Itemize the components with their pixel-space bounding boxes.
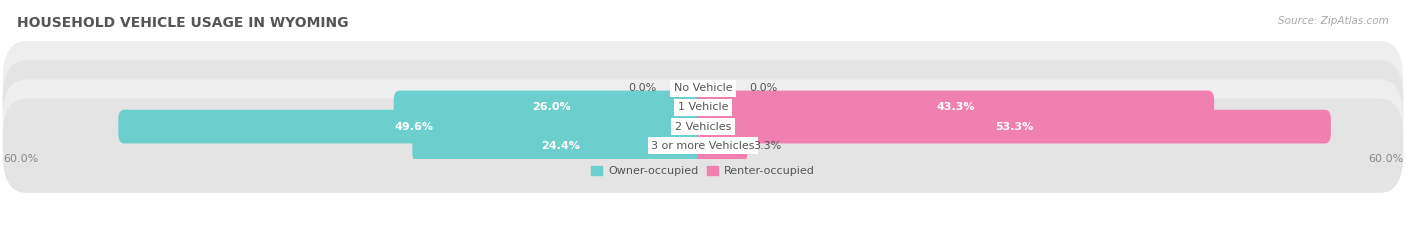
Text: 60.0%: 60.0% — [1368, 154, 1403, 164]
FancyBboxPatch shape — [118, 110, 709, 143]
FancyBboxPatch shape — [412, 129, 709, 163]
Text: Source: ZipAtlas.com: Source: ZipAtlas.com — [1278, 16, 1389, 26]
Text: 3.3%: 3.3% — [754, 141, 782, 151]
Text: 0.0%: 0.0% — [749, 83, 778, 93]
FancyBboxPatch shape — [697, 129, 748, 163]
FancyBboxPatch shape — [394, 91, 709, 124]
FancyBboxPatch shape — [697, 110, 1331, 143]
FancyBboxPatch shape — [697, 91, 1215, 124]
Text: 1 Vehicle: 1 Vehicle — [678, 102, 728, 112]
Text: 49.6%: 49.6% — [394, 122, 433, 132]
Text: 24.4%: 24.4% — [541, 141, 581, 151]
Text: 0.0%: 0.0% — [628, 83, 657, 93]
FancyBboxPatch shape — [3, 41, 1403, 135]
FancyBboxPatch shape — [3, 60, 1403, 154]
Text: 26.0%: 26.0% — [531, 102, 571, 112]
Legend: Owner-occupied, Renter-occupied: Owner-occupied, Renter-occupied — [586, 161, 820, 181]
Text: No Vehicle: No Vehicle — [673, 83, 733, 93]
Text: 3 or more Vehicles: 3 or more Vehicles — [651, 141, 755, 151]
Text: 53.3%: 53.3% — [995, 122, 1033, 132]
FancyBboxPatch shape — [3, 99, 1403, 193]
Text: HOUSEHOLD VEHICLE USAGE IN WYOMING: HOUSEHOLD VEHICLE USAGE IN WYOMING — [17, 16, 349, 30]
Text: 43.3%: 43.3% — [936, 102, 974, 112]
Text: 60.0%: 60.0% — [3, 154, 38, 164]
Text: 2 Vehicles: 2 Vehicles — [675, 122, 731, 132]
FancyBboxPatch shape — [3, 80, 1403, 174]
